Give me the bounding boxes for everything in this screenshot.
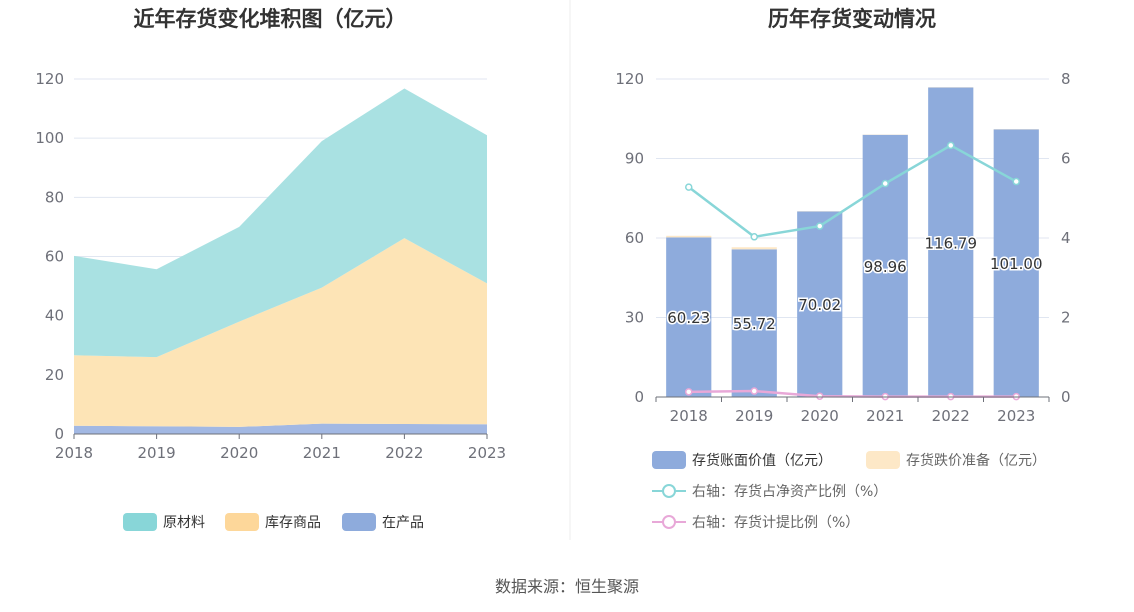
right-chart-title: 历年存货变动情况 [768, 7, 936, 31]
legend-label: 存货账面价值（亿元） [692, 452, 832, 469]
right-x-tick-label: 2021 [866, 407, 904, 425]
legend-label: 存货跌价准备（亿元） [906, 452, 1046, 469]
left-x-tick-label: 2020 [220, 444, 258, 462]
bar-line-chart: 历年存货变动情况 0 30 60 90 120 0 2 4 6 8 60.23 55.72 70.0… [615, 7, 1070, 531]
right-y-tick-label: 0 [634, 388, 644, 406]
left-x-axis: 2018 2019 2020 2021 2022 2023 [55, 433, 506, 462]
legend-label: 在产品 [382, 515, 424, 531]
left-y-tick-label: 20 [45, 366, 64, 384]
legend-label: 库存商品 [265, 515, 321, 531]
right-x-tick-label: 2019 [735, 407, 773, 425]
bar-2019 [731, 249, 777, 397]
legend-item-impairment: 存货跌价准备（亿元） [866, 451, 1046, 469]
right-x-tick-label: 2020 [801, 407, 839, 425]
right-x-axis: 2018 2019 2020 2021 2022 2023 [655, 396, 1050, 425]
legend-item-原材料: 原材料 [123, 513, 205, 531]
right-y-tick-label: 90 [625, 150, 644, 168]
legend-item-book-value: 存货账面价值（亿元） [652, 451, 832, 469]
legend-label: 右轴：存货占净资产比例（%） [692, 483, 887, 500]
left-y-tick-label: 0 [54, 425, 64, 443]
bar-label-2021: 98.96 [864, 258, 907, 276]
left-chart-title: 近年存货变化堆积图（亿元） [134, 7, 407, 31]
point-provision-2019 [750, 387, 758, 395]
left-x-tick-label: 2018 [55, 444, 93, 462]
bar-2020 [797, 211, 843, 397]
right-bar-series [666, 87, 1039, 398]
left-y-tick-label: 60 [45, 248, 64, 266]
area-series-原材料 [74, 88, 487, 358]
right-y2-tick-label: 8 [1061, 70, 1071, 88]
left-y-tick-label: 100 [35, 129, 64, 147]
legend-marker [662, 515, 676, 529]
left-y-tick-label: 120 [35, 70, 64, 88]
left-x-tick-label: 2019 [138, 444, 176, 462]
legend-item-库存商品: 库存商品 [225, 513, 321, 531]
left-legend: 原材料 库存商品 在产品 [123, 513, 424, 531]
legend-swatch [225, 513, 259, 531]
point-ratio-2021 [881, 179, 889, 188]
left-x-tick-label: 2021 [303, 444, 341, 462]
right-y2-tick-label: 6 [1061, 150, 1071, 168]
right-legend: 存货账面价值（亿元） 存货跌价准备（亿元） 右轴：存货占净资产比例（%） 右轴：存货计… [652, 451, 1046, 531]
bar-label-2023: 101.00 [990, 255, 1043, 273]
point-provision-2018 [685, 388, 693, 396]
left-y-axis: 0 20 40 60 80 100 120 [35, 70, 64, 443]
right-bar-labels: 60.23 55.72 70.02 98.96 116.79 101.00 [666, 233, 1044, 335]
left-x-tick-label: 2022 [385, 444, 423, 462]
legend-swatch [866, 451, 900, 469]
right-x-tick-label: 2023 [997, 407, 1035, 425]
legend-marker [662, 484, 676, 498]
left-x-tick-label: 2023 [468, 444, 506, 462]
right-y-tick-label: 120 [615, 70, 644, 88]
point-ratio-2018 [685, 183, 693, 191]
right-x-tick-label: 2018 [670, 407, 708, 425]
left-y-tick-label: 80 [45, 188, 64, 206]
right-gridlines [656, 78, 1049, 398]
line-ratio [687, 143, 1017, 239]
right-y2-tick-label: 2 [1061, 309, 1071, 327]
right-y-tick-label: 60 [625, 229, 644, 247]
area-series-库存商品 [74, 238, 487, 427]
right-y-axis-right: 0 2 4 6 8 [1061, 70, 1071, 406]
right-y2-tick-label: 0 [1061, 388, 1071, 406]
bar-label-2020: 70.02 [798, 296, 841, 314]
bar-label-2018: 60.23 [667, 309, 710, 327]
legend-item-在产品: 在产品 [342, 513, 424, 531]
bar-label-2022: 116.79 [925, 234, 978, 252]
legend-item-provision: 右轴：存货计提比例（%） [652, 514, 859, 531]
data-source: 数据来源：恒生聚源 [495, 577, 639, 596]
bar-2018 [666, 237, 712, 397]
right-x-tick-label: 2022 [932, 407, 970, 425]
legend-swatch [123, 513, 157, 531]
bar-label-2019: 55.72 [733, 315, 776, 333]
point-provision-2020 [816, 392, 824, 400]
right-y-axis-left: 0 30 60 90 120 [615, 70, 644, 406]
legend-swatch [652, 451, 686, 469]
left-y-tick-label: 40 [45, 307, 64, 325]
bar-2021 [862, 134, 908, 398]
legend-label: 原材料 [163, 515, 205, 531]
legend-item-ratio: 右轴：存货占净资产比例（%） [652, 483, 887, 500]
legend-swatch [342, 513, 376, 531]
right-y-tick-label: 30 [625, 309, 644, 327]
impairment-bar-2019 [731, 247, 777, 250]
impairment-bar-2018 [666, 235, 712, 238]
legend-label: 右轴：存货计提比例（%） [692, 514, 859, 531]
point-ratio-2019 [750, 233, 758, 241]
point-ratio-2022 [947, 141, 955, 150]
point-ratio-2023 [1012, 177, 1020, 186]
left-area-series [74, 88, 487, 434]
right-y2-tick-label: 4 [1061, 229, 1071, 247]
point-ratio-2020 [816, 222, 824, 230]
area-series-在产品 [74, 423, 487, 434]
bar-2022 [928, 87, 974, 397]
